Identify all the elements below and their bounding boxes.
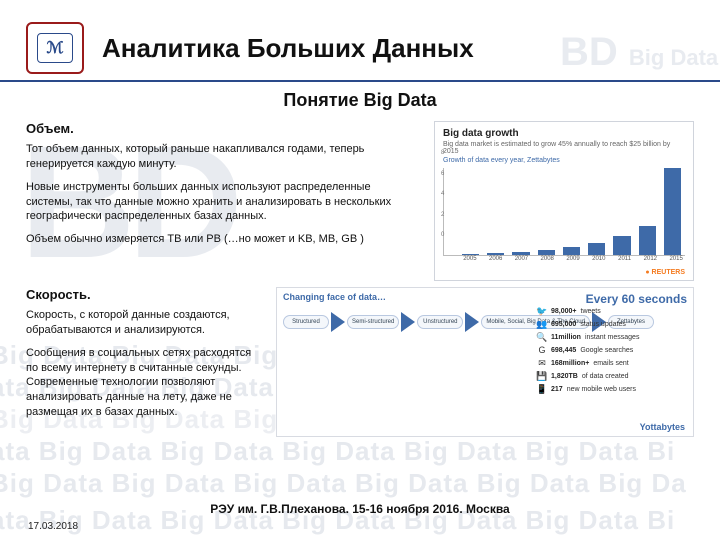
bar-label: 2007 [513,256,531,262]
paragraph: Скорость, с которой данные создаются, об… [26,308,266,338]
stat-icon: 🐦 [537,306,547,316]
section-heading-volume: Объем. [26,121,424,136]
bar-label: 2011 [616,256,634,262]
cloud-node: Unstructured [417,315,463,330]
chart-x-axis: 2005 2006 2007 2008 2009 2010 2011 2012 2015 [443,256,685,262]
yottabytes-label: Yottabytes [640,422,685,432]
stat-row: 👥695,000 status updates [537,319,687,329]
arrow-icon [465,312,479,332]
bar-label: 2012 [641,256,659,262]
bar-label: 2010 [590,256,608,262]
stat-row: ✉168million+ emails sent [537,358,687,368]
chart-legend: Growth of data every year, Zettabytes [443,157,685,164]
chart-source: ● REUTERS [645,269,685,276]
every-60-seconds-infographic: Changing face of data… Every 60 seconds … [276,287,694,437]
paragraph: Новые инструменты больших данных использ… [26,180,406,225]
stat-icon: 🔍 [537,332,547,342]
bar [538,250,555,255]
paragraph: Сообщения в социальных сетях расходятся … [26,346,266,420]
bar [512,252,529,255]
chart-y-axis: 86420 [441,150,444,238]
stat-icon: 📱 [537,384,547,394]
chart-bars [443,168,685,256]
stat-icon: 👥 [537,319,547,329]
infographic-left-title: Changing face of data… [283,292,386,306]
bar-label: 2006 [487,256,505,262]
section-heading-velocity: Скорость. [26,287,266,302]
bar [487,253,504,255]
chart-title: Big data growth [443,128,685,139]
chart-subtitle: Big data market is estimated to grow 45%… [443,141,685,155]
bar [588,243,605,255]
stat-row: 🔍11million instant messages [537,332,687,342]
university-logo: ℳ [26,22,84,74]
bar [563,247,580,255]
paragraph: Тот объем данных, который раньше накапли… [26,142,406,172]
bar [613,236,630,255]
paragraph: Объем обычно измеряется TB или PB (…но м… [26,232,406,247]
bar [639,226,656,255]
page-title: Аналитика Больших Данных [102,33,474,64]
cloud-node: Semi-structured [347,315,399,330]
infographic-right-title: Every 60 seconds [586,292,687,306]
stats-list: 🐦98,000+ tweets 👥695,000 status updates 🔍1… [537,306,687,397]
stat-row: G698,445 Google searches [537,345,687,355]
footer-text: РЭУ им. Г.В.Плеханова. 15-16 ноября 2016… [0,502,720,516]
subtitle: Понятие Big Data [0,90,720,111]
bar-label: 2009 [564,256,582,262]
cloud-node: Structured [283,315,329,330]
stat-row: 📱217 new mobile web users [537,384,687,394]
date-stamp: 17.03.2018 [28,521,78,532]
bar-label: 2015 [667,256,685,262]
bar-label: 2008 [538,256,556,262]
stat-icon: 💾 [537,371,547,381]
arrow-icon [331,312,345,332]
big-data-growth-chart: Big data growth Big data market is estim… [434,121,694,281]
header: ℳ Аналитика Больших Данных [0,0,720,82]
bar [664,168,681,255]
bar-label: 2005 [461,256,479,262]
arrow-icon [401,312,415,332]
stat-row: 💾1,820TB of data created [537,371,687,381]
bar [462,254,479,255]
stat-icon: ✉ [537,358,547,368]
stat-icon: G [537,345,547,355]
stat-row: 🐦98,000+ tweets [537,306,687,316]
